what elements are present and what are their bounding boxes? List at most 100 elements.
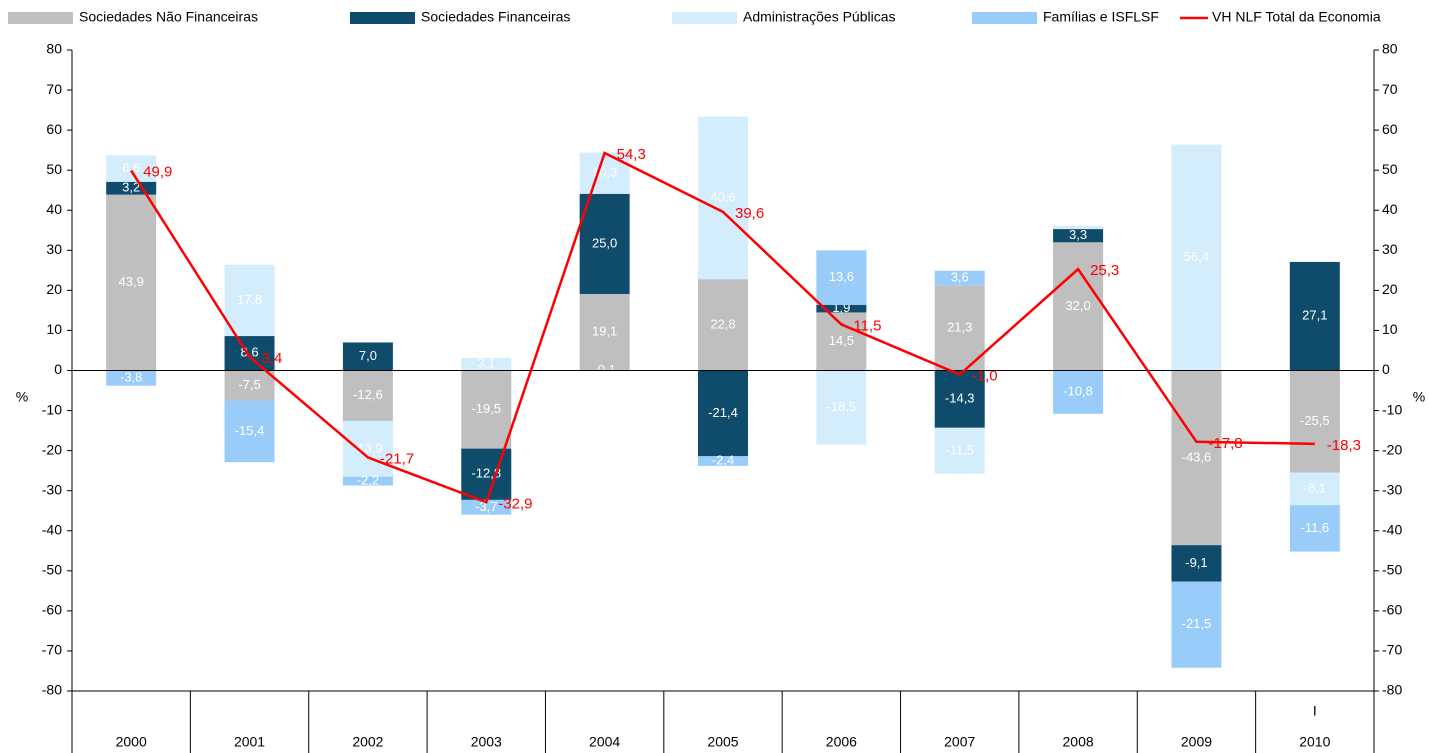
bar-label: 32,0	[1065, 298, 1090, 313]
bar-label: 3,6	[951, 269, 969, 284]
y-tick-label: -70	[42, 642, 62, 658]
y2-tick-label: -60	[1382, 602, 1402, 618]
line-label: 39,6	[735, 205, 764, 222]
bar-segment	[1171, 144, 1222, 371]
x-tick-label: 2003	[471, 734, 502, 750]
bar-label: 6,6	[122, 160, 140, 175]
bar-label: -3,7	[475, 499, 497, 514]
y-tick-label: 0	[54, 361, 62, 377]
bar-label: -21,4	[708, 405, 738, 420]
y-tick-label: 60	[46, 121, 62, 137]
x-tick-label: 2007	[944, 734, 975, 750]
bar-segment	[934, 270, 985, 286]
bar-label: -18,5	[827, 399, 857, 414]
bar-segment	[1171, 370, 1222, 546]
bar-label: 3,3	[1069, 227, 1087, 242]
bar-segment	[106, 194, 157, 371]
y2-tick-label: 20	[1382, 281, 1398, 297]
y-tick-label: -40	[42, 521, 62, 537]
y-tick-label: 50	[46, 161, 62, 177]
bar-segment	[816, 312, 867, 371]
line-label: 25,3	[1090, 262, 1119, 279]
bar-segment	[698, 370, 748, 457]
y-tick-label: 20	[46, 281, 62, 297]
bar-label: -10,8	[1063, 384, 1093, 399]
bar-segment	[934, 370, 985, 428]
y2-tick-label: 50	[1382, 161, 1398, 177]
bar-label: 25,0	[592, 235, 617, 250]
bar-segment	[1289, 505, 1340, 552]
bar-label: -7,5	[238, 377, 260, 392]
bar-label: -11,5	[945, 442, 974, 457]
bar-segment	[342, 476, 393, 486]
bar-label: 19,1	[592, 324, 617, 339]
bar-segment	[461, 370, 512, 449]
y-tick-label: -30	[42, 481, 62, 497]
legend-swatch	[672, 12, 737, 24]
bar-label: 40,6	[710, 189, 735, 204]
bar-label: 27,1	[1302, 308, 1327, 323]
bar-segment	[342, 370, 393, 421]
line-label: 49,9	[143, 164, 172, 181]
y-tick-label: 70	[46, 81, 62, 97]
y2-tick-label: -40	[1382, 521, 1402, 537]
y-tick-label: 30	[46, 241, 62, 257]
y2-tick-label: 30	[1382, 241, 1398, 257]
bar-segment	[1053, 225, 1104, 230]
y2-tick-label: -20	[1382, 441, 1402, 457]
bar-segment	[1053, 229, 1104, 243]
bar-label: -25,5	[1300, 413, 1330, 428]
bar-label: -2,2	[357, 473, 379, 488]
y2-axis-label: %	[1413, 389, 1425, 405]
bar-segment	[342, 342, 393, 371]
bar-label: 3,1	[477, 356, 495, 371]
line-label: -17,8	[1208, 435, 1242, 452]
bar-label: -0,1	[593, 362, 615, 377]
x-tick-label: 2009	[1181, 734, 1212, 750]
x-tick-label: 2010	[1299, 734, 1330, 750]
y-tick-label: -10	[42, 401, 62, 417]
legend-label: Famílias e ISFLSF	[1043, 9, 1159, 25]
line-label: 54,3	[617, 146, 646, 163]
bar-segment	[1171, 581, 1222, 668]
bar-label: -12,6	[353, 387, 383, 402]
bar-label: -11,6	[1300, 520, 1329, 535]
y-tick-label: 10	[46, 321, 62, 337]
bar-segment	[224, 336, 275, 371]
bar-label: -14,3	[945, 391, 975, 406]
line-label: 3,4	[262, 350, 283, 367]
bar-label: -9,1	[1185, 555, 1207, 570]
bar-label: 13,6	[829, 269, 854, 284]
legend-label: Sociedades Financeiras	[421, 9, 570, 25]
bar-segment	[461, 358, 512, 371]
bar-segment	[106, 370, 157, 386]
legend-label: VH NLF Total da Economia	[1212, 9, 1381, 25]
y2-tick-label: 80	[1382, 41, 1398, 57]
bar-label: 3,2	[122, 180, 140, 195]
y2-tick-label: -70	[1382, 642, 1402, 658]
y-tick-label: -80	[42, 682, 62, 698]
bar-segment	[1171, 545, 1222, 582]
bar-label: -19,5	[471, 401, 501, 416]
line-label: -1,0	[972, 367, 998, 384]
bar-segment	[698, 456, 748, 466]
bar-segment	[1053, 370, 1104, 414]
y2-tick-label: -10	[1382, 401, 1402, 417]
legend-label: Administrações Públicas	[743, 9, 896, 25]
bar-segment	[698, 116, 748, 280]
x-tick-label: 2000	[116, 734, 147, 750]
bar-segment	[461, 499, 512, 515]
bar-segment	[1289, 370, 1340, 473]
y2-tick-label: 70	[1382, 81, 1398, 97]
bar-label: 17,8	[237, 292, 262, 307]
y-tick-label: -20	[42, 441, 62, 457]
bar-label: -43,6	[1182, 449, 1212, 464]
bar-segment	[816, 250, 867, 305]
bar-label: 56,4	[1184, 249, 1209, 264]
bar-label: 14,5	[829, 333, 854, 348]
y2-tick-label: -80	[1382, 682, 1402, 698]
legend-label: Sociedades Não Financeiras	[79, 9, 258, 25]
bar-segment	[1289, 261, 1340, 371]
legend-swatch	[972, 12, 1037, 24]
